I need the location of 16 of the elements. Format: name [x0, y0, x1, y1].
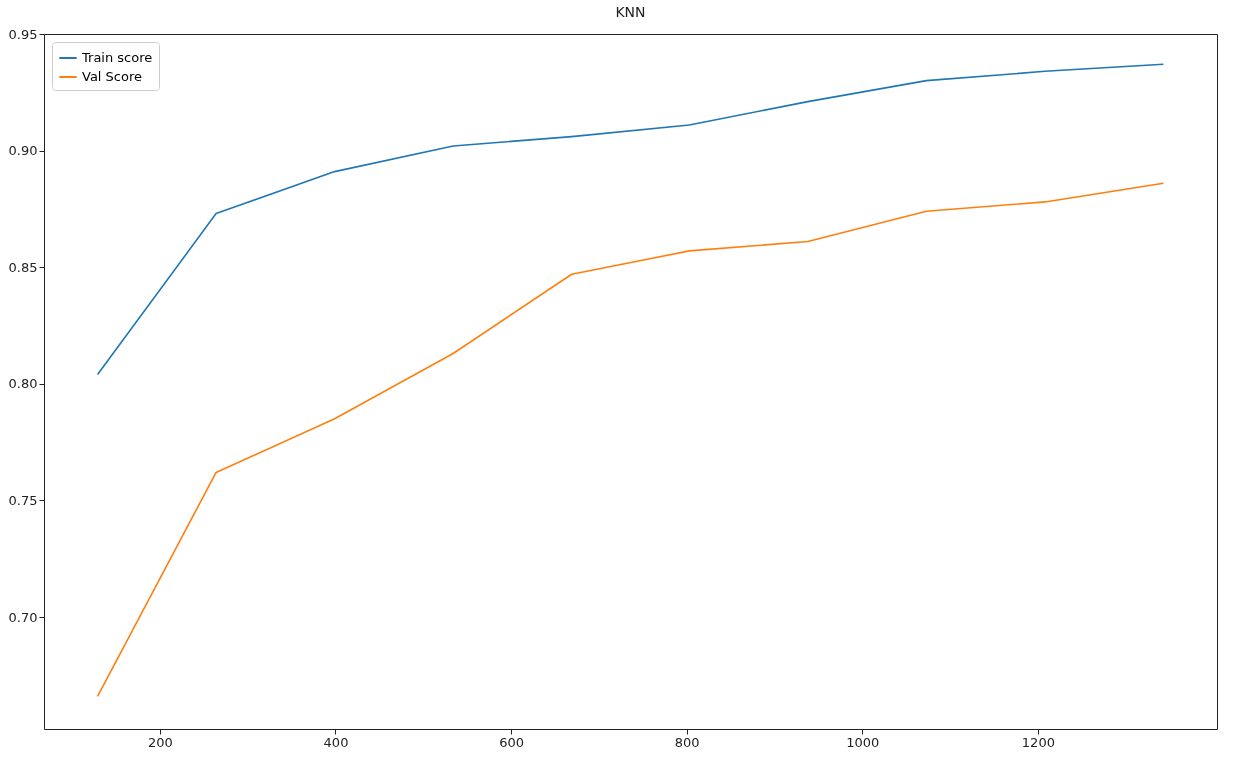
legend-label: Train score [81, 50, 153, 65]
x-tick-label: 200 [147, 734, 173, 750]
y-tick-label: 0.95 [8, 26, 38, 42]
x-tick-label: 1000 [846, 734, 880, 750]
chart-title: KNN [615, 4, 646, 20]
y-tick-label: 0.75 [8, 492, 38, 508]
y-tick-label: 0.70 [8, 609, 38, 625]
x-tick-label: 1200 [1021, 734, 1055, 750]
x-tick-label: 600 [499, 734, 525, 750]
y-tick-label: 0.90 [8, 143, 38, 159]
x-tick-label: 400 [323, 734, 349, 750]
legend-label: Val Score [82, 69, 143, 84]
line-series [96, 182, 1165, 698]
y-tick-label: 0.85 [8, 259, 38, 275]
x-tick-label: 800 [674, 734, 700, 750]
y-tick-label: 0.80 [8, 376, 38, 392]
